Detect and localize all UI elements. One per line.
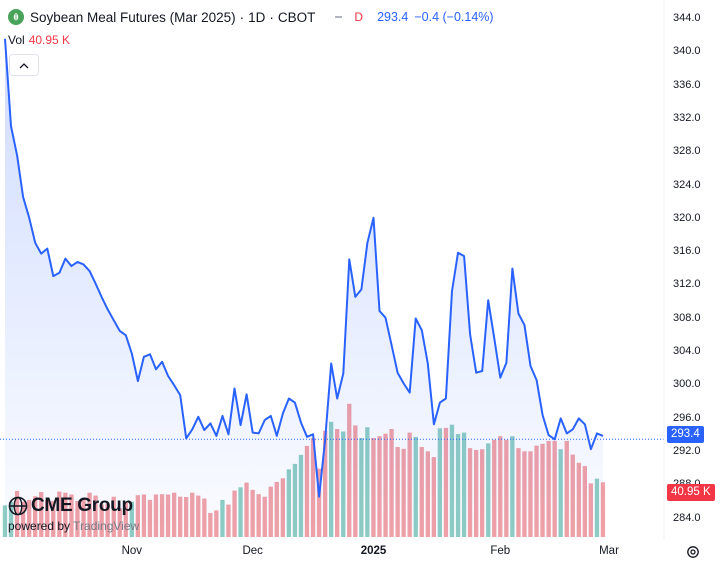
soybean-leaf-icon	[8, 9, 24, 25]
y-tick-label: 308.0	[673, 311, 701, 324]
dot-separator: ·	[269, 9, 274, 25]
interval-label[interactable]: 1D	[248, 9, 266, 25]
y-tick-label: 328.0	[673, 145, 701, 158]
x-tick-label: Feb	[490, 545, 511, 557]
price-area-fill	[5, 38, 603, 538]
y-tick-label: 292.0	[673, 444, 701, 457]
y-tick-label: 324.0	[673, 178, 701, 191]
tradingview-text: TradingView	[73, 519, 140, 533]
y-tick-label: 300.0	[673, 378, 701, 391]
volume-tag: 40.95 K	[667, 484, 715, 501]
volume-value: 40.95 K	[28, 33, 71, 47]
dot-separator: ·	[239, 9, 245, 25]
y-tick-label: 312.0	[673, 278, 701, 291]
y-tick-label: 344.0	[673, 12, 701, 24]
volume-bar	[2, 505, 8, 537]
volume-label: Vol	[8, 33, 25, 47]
price-change: −0.4 (−0.14%)	[414, 10, 494, 24]
cme-globe-icon	[8, 496, 28, 516]
y-tick-label: 304.0	[673, 345, 701, 357]
y-tick-label: 316.0	[673, 245, 701, 258]
symbol-title[interactable]: Soybean Meal Futures (Mar 2025)	[30, 9, 236, 25]
market-status-dash	[335, 16, 343, 18]
last-price: 293.4	[377, 10, 409, 24]
y-tick-label: 296.0	[673, 411, 701, 424]
x-tick-label: Nov	[121, 545, 143, 557]
cme-logo-text: CME Group	[31, 495, 133, 516]
volume-legend: Vol 40.95 K	[8, 33, 70, 47]
y-tick-label: 340.0	[673, 45, 701, 58]
branding[interactable]: CME Group powered by TradingView	[8, 495, 139, 533]
chevron-up-icon	[19, 62, 29, 68]
x-tick-label: 2025	[360, 545, 387, 557]
y-tick-label: 320.0	[673, 211, 701, 224]
delayed-badge[interactable]: D	[354, 10, 364, 24]
powered-by-text: powered by	[8, 519, 74, 533]
last-price-tag: 293.4	[667, 426, 704, 443]
x-tick-label: Mar	[599, 545, 619, 557]
x-tick-label: Dec	[242, 545, 263, 557]
y-tick-label: 284.0	[673, 511, 701, 524]
price-readout: 293.4 −0.4 (−0.14%)	[377, 10, 494, 24]
y-tick-label: 336.0	[673, 78, 701, 91]
collapse-legend-button[interactable]	[9, 54, 39, 76]
price-line	[4, 38, 604, 498]
y-tick-label: 332.0	[673, 111, 701, 124]
exchange-label: CBOT	[277, 9, 316, 25]
chart-header: Soybean Meal Futures (Mar 2025) · 1D · C…	[8, 7, 494, 27]
gear-icon[interactable]	[686, 545, 700, 559]
